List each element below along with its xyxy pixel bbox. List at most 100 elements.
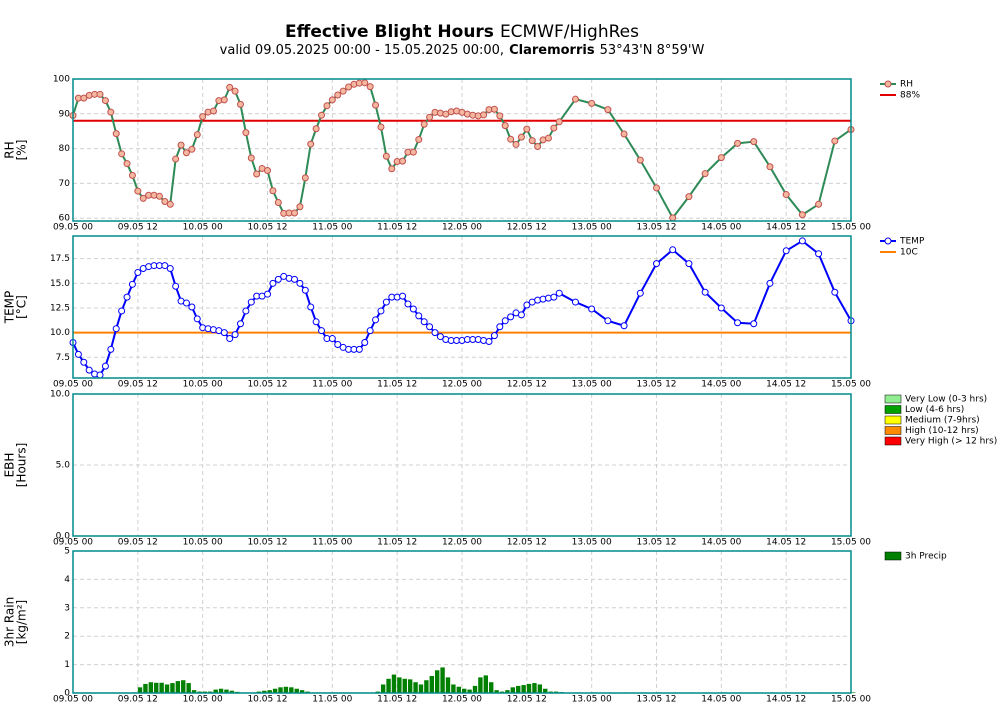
bar (489, 682, 494, 693)
data-point (269, 279, 277, 287)
data-point (123, 160, 131, 168)
data-point (182, 149, 190, 157)
data-point (166, 200, 174, 208)
chart-title: Effective Blight Hours ECMWF/HighRes (285, 22, 639, 42)
data-point (193, 315, 201, 323)
data-point (307, 140, 315, 148)
x-tick-label: 11.05 12 (377, 538, 417, 548)
data-point (734, 319, 742, 327)
data-point (571, 298, 579, 306)
data-point (604, 106, 612, 114)
data-point (166, 265, 174, 273)
legend-label: 88% (900, 91, 920, 101)
data-point (155, 192, 163, 200)
data-point (766, 279, 774, 287)
title-bold: Effective Blight Hours (285, 22, 494, 42)
plot-frame (72, 393, 852, 537)
bar (278, 687, 283, 693)
x-tick-label: 10.05 00 (183, 223, 223, 233)
data-point (107, 345, 115, 353)
y-tick-label: 80 (59, 144, 71, 154)
bar (851, 692, 856, 693)
bar (424, 680, 429, 693)
bar (429, 675, 434, 693)
x-tick-label: 12.05 00 (442, 380, 482, 390)
data-point (328, 335, 336, 343)
y-tick-label: 90 (59, 109, 71, 119)
x-tick-label: 09.05 12 (118, 538, 158, 548)
bar (143, 683, 148, 693)
x-tick-label: 13.05 00 (572, 380, 612, 390)
bar (445, 677, 451, 693)
x-tick-label: 10.05 12 (247, 695, 287, 705)
legend-label: 3h Precip (905, 552, 947, 562)
x-tick-label: 10.05 00 (183, 695, 223, 705)
x-tick-label: 09.05 00 (53, 223, 93, 233)
title-model: ECMWF/HighRes (500, 22, 639, 42)
data-point (701, 170, 709, 178)
bar (175, 681, 181, 693)
x-tick-label: 11.05 00 (312, 223, 352, 233)
bar (159, 682, 164, 693)
data-point (236, 320, 244, 328)
bar (283, 686, 289, 693)
x-tick-label: 15.05 00 (831, 223, 871, 233)
data-point (80, 94, 88, 102)
x-tick-label: 09.05 12 (118, 223, 158, 233)
bar (505, 690, 510, 693)
x-tick-label: 12.05 00 (442, 538, 482, 548)
x-tick-label: 12.05 12 (507, 695, 547, 705)
data-point (291, 275, 299, 283)
data-point (588, 305, 596, 313)
x-tick-label: 11.05 00 (312, 538, 352, 548)
data-point (815, 200, 823, 208)
bar (516, 685, 521, 693)
data-point (296, 203, 304, 211)
x-tick-label: 13.05 12 (636, 695, 676, 705)
data-point (571, 95, 579, 103)
plot-frame (72, 235, 852, 379)
data-point (242, 307, 250, 315)
bar (456, 686, 461, 693)
data-point (134, 268, 142, 276)
data-point (307, 303, 315, 311)
bar (521, 685, 526, 693)
data-point (798, 211, 806, 219)
panel: 0.0 5.0 10.0 09.05 00 09.05 12 10.05 00 10.05 … (3, 390, 998, 548)
data-point (231, 87, 239, 95)
data-point (415, 312, 423, 320)
data-point (653, 260, 660, 268)
data-point (750, 320, 758, 328)
bar (380, 684, 386, 693)
data-point (399, 292, 407, 300)
data-point (318, 111, 326, 119)
bar (386, 678, 391, 693)
y-axis-label: [kg/m²] (15, 600, 29, 644)
data-point (669, 246, 677, 254)
y-tick-label: 15.0 (50, 279, 70, 289)
data-point (112, 130, 120, 138)
plot-frame (72, 78, 852, 222)
data-point (345, 83, 353, 91)
x-tick-label: 12.05 12 (507, 538, 547, 548)
data-point (161, 198, 169, 206)
bar (402, 678, 407, 693)
x-tick-label: 14.05 12 (766, 380, 806, 390)
legend-swatch (884, 415, 902, 425)
bar (391, 674, 397, 693)
y-axis-label: EBH (3, 453, 17, 478)
x-tick-label: 14.05 00 (701, 380, 741, 390)
y-tick-label: 60 (59, 214, 71, 224)
bar (224, 689, 229, 693)
y-axis-label: RH (3, 141, 17, 158)
data-point (555, 289, 563, 297)
bar (213, 689, 218, 693)
data-point (782, 191, 790, 199)
x-tick-label: 14.05 00 (701, 223, 741, 233)
bar (181, 680, 186, 693)
data-point (85, 366, 93, 374)
data-point (96, 90, 104, 98)
y-tick-label: 1 (64, 660, 70, 670)
x-tick-label: 10.05 12 (247, 223, 287, 233)
